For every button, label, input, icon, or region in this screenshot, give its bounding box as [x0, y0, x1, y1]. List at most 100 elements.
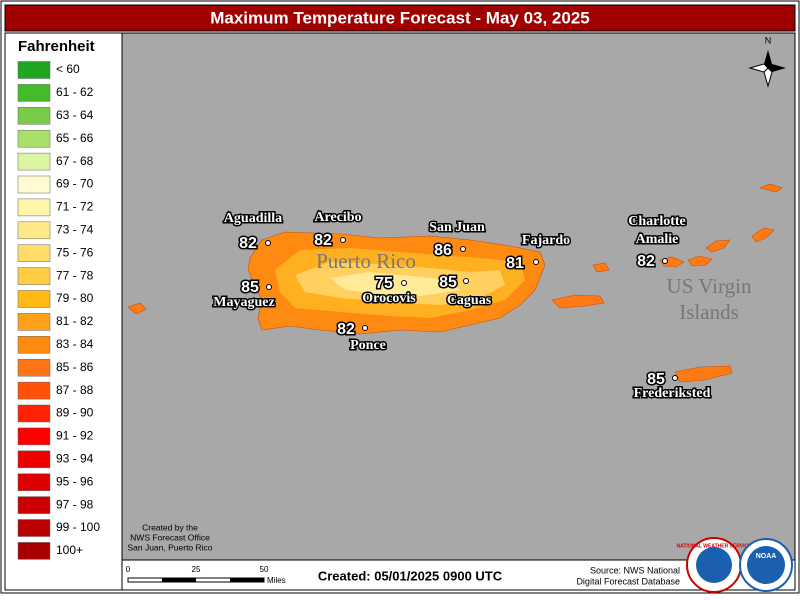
- city-name: Arecibo: [314, 210, 361, 225]
- city-temperature: 85: [647, 371, 665, 388]
- legend-label: 69 - 70: [56, 177, 94, 191]
- legend-swatch: [17, 381, 51, 400]
- legend-label: 63 - 64: [56, 108, 94, 122]
- legend-label: 85 - 86: [56, 360, 94, 374]
- city-dot: [662, 258, 668, 264]
- legend-label: 97 - 98: [56, 497, 94, 511]
- city-name: Fajardo: [522, 233, 570, 248]
- city-dot: [266, 284, 272, 290]
- legend-swatch: [17, 221, 51, 240]
- legend-label: 89 - 90: [56, 406, 94, 420]
- legend-label: 87 - 88: [56, 383, 94, 397]
- legend-label: 79 - 80: [56, 291, 94, 305]
- legend-label: 81 - 82: [56, 314, 94, 328]
- legend-label: 75 - 76: [56, 245, 94, 259]
- compass: [748, 50, 786, 88]
- city-name: San Juan: [429, 220, 485, 235]
- city-temperature: 82: [337, 321, 355, 338]
- city-temperature: 85: [241, 279, 259, 296]
- north-label: N: [765, 35, 772, 45]
- legend-swatch: [17, 358, 51, 377]
- city-temperature: 81: [506, 255, 524, 272]
- city-temperature: 85: [439, 274, 457, 291]
- city-temperature: 82: [314, 232, 332, 249]
- city-dot: [533, 259, 539, 265]
- legend-label: 95 - 96: [56, 474, 94, 488]
- legend-swatch: [17, 129, 51, 148]
- legend-swatch: [17, 198, 51, 217]
- legend-swatch: [17, 427, 51, 446]
- legend-label: 71 - 72: [56, 200, 94, 214]
- city-dot: [460, 246, 466, 252]
- city-dot: [463, 278, 469, 284]
- city-name: Charlotte: [628, 214, 686, 229]
- created: Created: 05/01/2025 0900 UTC: [318, 568, 503, 583]
- scale-tick: 50: [260, 565, 269, 574]
- legend-swatch: [17, 107, 51, 125]
- scale-unit: Miles: [267, 576, 286, 585]
- legend-label: 77 - 78: [56, 268, 94, 282]
- scale-bar-segment: [230, 578, 264, 582]
- city-name: Orocovis: [362, 291, 416, 306]
- legend-label: < 60: [56, 62, 80, 76]
- legend-swatch: [17, 542, 51, 560]
- legend-swatch: [17, 244, 51, 262]
- credit-line: Created by the: [142, 522, 198, 532]
- legend-swatch: [17, 267, 51, 285]
- legend-swatch: [17, 404, 51, 423]
- city-temperature: 75: [375, 275, 393, 292]
- legend-swatch: [17, 152, 51, 171]
- legend-swatch: [17, 313, 51, 331]
- city-name: Caguas: [447, 293, 492, 308]
- scale-tick: 25: [192, 565, 201, 574]
- legend-swatch: [17, 61, 51, 79]
- credit-line: San Juan, Puerto Rico: [127, 542, 212, 552]
- scale-bar-segment: [162, 578, 196, 582]
- title: Maximum Temperature Forecast - May 03, 2…: [210, 8, 590, 27]
- legend-swatch: [17, 336, 51, 354]
- city-name: Frederiksted: [634, 386, 711, 401]
- scale-tick: 0: [126, 565, 131, 574]
- city-dot: [672, 375, 678, 381]
- legend-label: 100+: [56, 543, 83, 557]
- legend-swatch: [17, 496, 51, 514]
- credit-line: NWS Forecast Office: [130, 532, 210, 542]
- legend-swatch: [17, 519, 51, 537]
- legend-label: 83 - 84: [56, 337, 94, 351]
- legend-swatch: [17, 175, 51, 194]
- city-name: Amalie: [636, 232, 679, 247]
- legend-swatch: [17, 450, 51, 469]
- title-bar: [4, 4, 796, 32]
- noaa-logo-text: NOAA: [756, 553, 777, 560]
- nws-logo-text: NATIONAL WEATHER SERVICE: [677, 543, 753, 549]
- city-temperature: 82: [239, 235, 257, 252]
- legend-label: 73 - 74: [56, 222, 94, 236]
- city-name: Aguadilla: [224, 211, 282, 226]
- source-line: Digital Forecast Database: [576, 576, 680, 586]
- city-name: Ponce: [350, 338, 386, 353]
- footer: [121, 559, 796, 591]
- noaa-logo-inner: [747, 546, 785, 584]
- legend-swatch: [17, 84, 51, 102]
- region-label: US Virgin: [667, 274, 752, 298]
- nws-logo-inner: [696, 547, 732, 583]
- legend-swatch: [17, 473, 51, 491]
- city-dot: [362, 325, 368, 331]
- city-dot: [401, 280, 407, 286]
- land: [127, 183, 783, 383]
- legend-swatch: [17, 290, 51, 308]
- city-temperature: 86: [434, 242, 452, 259]
- legend-label: 91 - 92: [56, 429, 94, 443]
- legend-label: 61 - 62: [56, 85, 94, 99]
- city-name: Mayaguez: [213, 295, 274, 310]
- legend-label: 93 - 94: [56, 451, 94, 465]
- source-line: Source: NWS National: [590, 565, 680, 575]
- legend-label: 99 - 100: [56, 520, 100, 534]
- city-dot: [265, 240, 271, 246]
- legend-label: 65 - 66: [56, 131, 94, 145]
- legend-title: Fahrenheit: [18, 38, 95, 55]
- city-temperature: 82: [637, 253, 655, 270]
- region-label: Islands: [679, 300, 739, 324]
